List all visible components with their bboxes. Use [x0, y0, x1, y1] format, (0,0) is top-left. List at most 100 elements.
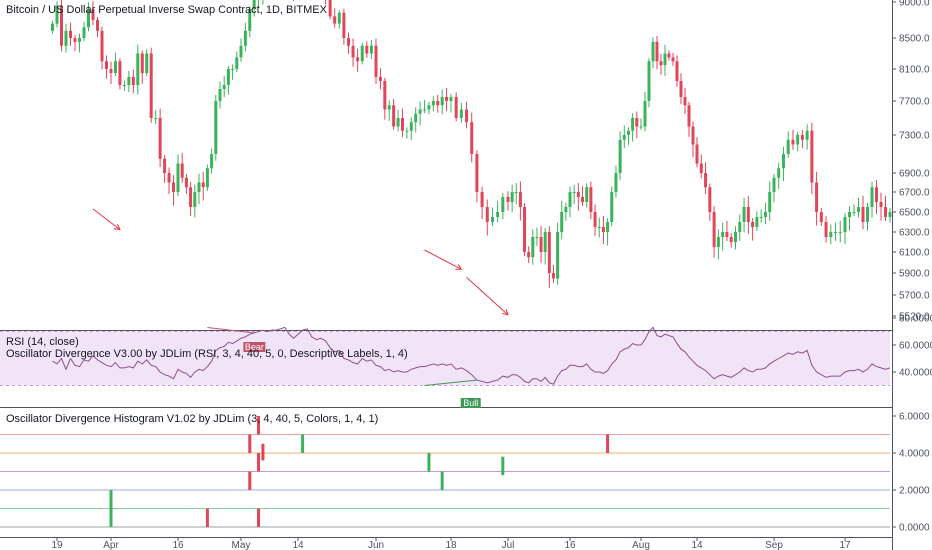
candle-body [201, 182, 205, 188]
rsi-title: RSI (14, close) [6, 336, 79, 348]
candle-body [763, 212, 767, 217]
candle-body [791, 139, 795, 145]
time-tick-label: Jun [368, 540, 384, 550]
candle-body [73, 38, 77, 42]
candle-body [888, 212, 892, 217]
candle-body [531, 237, 535, 258]
candle-body [631, 118, 635, 131]
hist-bear-bar [257, 453, 261, 472]
candle-body [651, 41, 655, 62]
candle-body [383, 81, 387, 110]
candle-body [210, 154, 214, 169]
candle-body [214, 101, 218, 154]
candle-body [834, 232, 838, 233]
candle-body [786, 139, 790, 154]
candle-body [746, 207, 750, 222]
price-tick-label: 8100.0 [899, 65, 930, 76]
candle-body [248, 9, 252, 31]
candle-body [351, 45, 355, 58]
candle-body [716, 237, 720, 247]
candle-body [427, 105, 431, 110]
hist-bull-bar [440, 471, 444, 490]
price-tick-label: 5700.0 [899, 291, 930, 302]
candle-body [252, 0, 256, 10]
candle-body [610, 192, 614, 222]
candle-body [551, 273, 555, 279]
candle-body [805, 130, 809, 140]
hist-bull-bar [109, 490, 113, 509]
candle-body [622, 135, 626, 140]
candle-body [712, 212, 716, 247]
candle-body [704, 173, 708, 188]
rsi-bull-line [424, 379, 477, 386]
time-tick-label: 14 [691, 540, 703, 550]
hist-bull-bar [301, 434, 305, 453]
candle-body [105, 61, 108, 69]
candle-body [131, 77, 135, 85]
rsi-tick-label: 80.0000 [899, 314, 932, 325]
time-tick-label: 19 [51, 540, 63, 550]
rsi-bear-line [207, 326, 255, 334]
candle-body [445, 97, 449, 101]
price-tick-label: 5520.0 [899, 312, 930, 323]
candle-body [91, 9, 95, 20]
candle-body [356, 57, 360, 62]
candle-body [576, 192, 580, 197]
candle-body [518, 192, 522, 207]
candle-body [235, 57, 239, 69]
candle-body [729, 237, 733, 242]
candle-body [857, 207, 860, 212]
candle-body [683, 97, 687, 106]
candle-body [396, 118, 400, 127]
candle-body [342, 12, 346, 39]
price-tick-label: 6900.0 [899, 169, 930, 180]
hist-bear-bar [205, 508, 209, 527]
candle-body [163, 158, 167, 173]
candle-body [667, 53, 671, 58]
rsi-tick-label: 40.0000 [899, 368, 932, 379]
candle-body [440, 97, 444, 106]
candle-body [639, 126, 643, 128]
candle-body [601, 227, 605, 232]
candle-body [167, 173, 171, 183]
candle-body [663, 53, 667, 66]
candle-body [691, 126, 695, 145]
candle-body [659, 61, 663, 66]
price-tick-label: 6500.0 [899, 208, 930, 219]
time-tick-label: 18 [445, 540, 457, 550]
candle-body [400, 118, 404, 131]
candle-body [875, 187, 878, 202]
candle-body [572, 192, 576, 193]
candle-body [556, 232, 560, 279]
bear-label [243, 342, 266, 352]
candle-body [378, 77, 382, 81]
candle-body [374, 45, 378, 77]
hist-bear-bar [261, 443, 265, 461]
candle-body [852, 212, 856, 213]
candle-body [414, 113, 418, 123]
candle-body [759, 217, 763, 218]
candle-body [470, 122, 474, 154]
candle-body [158, 118, 162, 159]
time-tick-label: 14 [292, 540, 304, 550]
candle-body [800, 135, 804, 140]
divergence-arrow [424, 249, 462, 270]
rsi-tick-label: 60.0000 [899, 341, 932, 352]
main-title: Bitcoin / US Dollar Perpetual Inverse Sw… [6, 4, 327, 16]
candle-body [635, 118, 639, 127]
candle-body [506, 197, 510, 202]
candle-body [539, 237, 543, 252]
candle-body [100, 30, 104, 62]
candle-body [514, 192, 518, 193]
candle-body [884, 207, 887, 217]
candle-body [866, 207, 869, 222]
price-tick-label: 6700.0 [899, 188, 930, 199]
candle-body [585, 187, 589, 202]
bull-label [460, 398, 481, 408]
time-tick-label: 16 [564, 540, 576, 550]
candle-body [222, 85, 226, 89]
candle-body [843, 217, 847, 232]
candle-body [699, 163, 703, 173]
candle-body [824, 222, 828, 237]
